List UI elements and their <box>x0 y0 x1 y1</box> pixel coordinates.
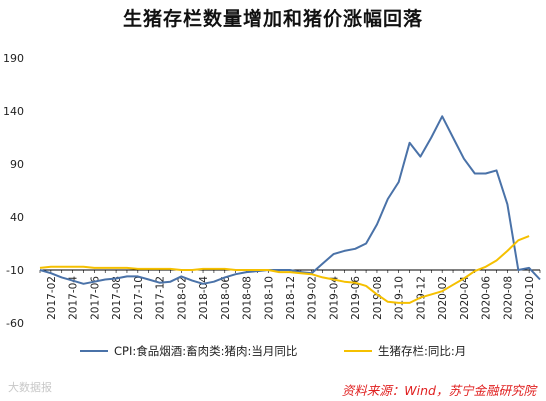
legend-label-hog: 生猪存栏:同比:月 <box>378 344 467 358</box>
x-tick-label: 2020-06 <box>481 276 493 320</box>
x-tick-label: 2017-04 <box>68 276 80 320</box>
x-tick-label: 2017-10 <box>133 276 145 320</box>
y-tick-label: 40 <box>10 211 24 224</box>
y-tick-label: -10 <box>6 264 24 277</box>
x-tick-label: 2019-06 <box>350 276 362 320</box>
watermark: 大数据报 <box>8 381 52 394</box>
x-tick-label: 2020-02 <box>437 276 449 320</box>
x-tick-label: 2018-06 <box>220 276 232 320</box>
x-tick-label: 2018-04 <box>198 276 210 320</box>
y-tick-label: 90 <box>10 158 24 171</box>
chart-title: 生猪存栏数量增加和猪价涨幅回落 <box>122 8 423 30</box>
x-tick-label: 2017-06 <box>89 276 101 320</box>
x-tick-label: 2019-04 <box>328 276 340 320</box>
series-line-1 <box>39 235 530 304</box>
legend-label-cpi: CPI:食品烟酒:畜肉类:猪肉:当月同比 <box>114 344 298 358</box>
legend-swatch-cpi <box>80 350 108 352</box>
x-tick-label: 2017-02 <box>46 276 58 320</box>
x-tick-label: 2017-12 <box>155 276 167 320</box>
legend: CPI:食品烟酒:畜肉类:猪肉:当月同比 生猪存栏:同比:月 <box>0 343 546 361</box>
x-tick-label: 2018-02 <box>176 276 188 320</box>
x-tick-label: 2019-08 <box>372 276 384 320</box>
legend-swatch-hog <box>344 350 372 352</box>
x-tick-label: 2020-04 <box>459 276 471 320</box>
series-lines <box>39 115 541 304</box>
x-tick-label: 2018-10 <box>263 276 275 320</box>
x-tick-label: 2019-10 <box>394 276 406 320</box>
legend-item-cpi-pork: CPI:食品烟酒:畜肉类:猪肉:当月同比 <box>80 343 297 359</box>
x-tick-label: 2017-08 <box>111 276 123 320</box>
legend-item-hog-inventory: 生猪存栏:同比:月 <box>344 343 466 359</box>
x-axis-labels: 2017-02 2017-04 2017-06 2017-08 2017-10 2017-… <box>46 276 536 320</box>
x-tick-label: 2020-10 <box>524 276 536 320</box>
x-tick-label: 2018-12 <box>285 276 297 320</box>
y-tick-label: 140 <box>3 105 24 118</box>
x-tick-label: 2018-08 <box>242 276 254 320</box>
x-tick-label: 2019-02 <box>307 276 319 320</box>
y-axis-labels: 190 140 90 40 -10 -60 <box>3 52 24 330</box>
series-line-0 <box>39 115 541 285</box>
source-note: 资料来源：Wind，苏宁金融研究院 <box>341 383 536 398</box>
y-tick-label: 190 <box>3 52 24 65</box>
x-tick-label: 2020-08 <box>502 276 514 320</box>
y-tick-label: -60 <box>6 317 24 330</box>
